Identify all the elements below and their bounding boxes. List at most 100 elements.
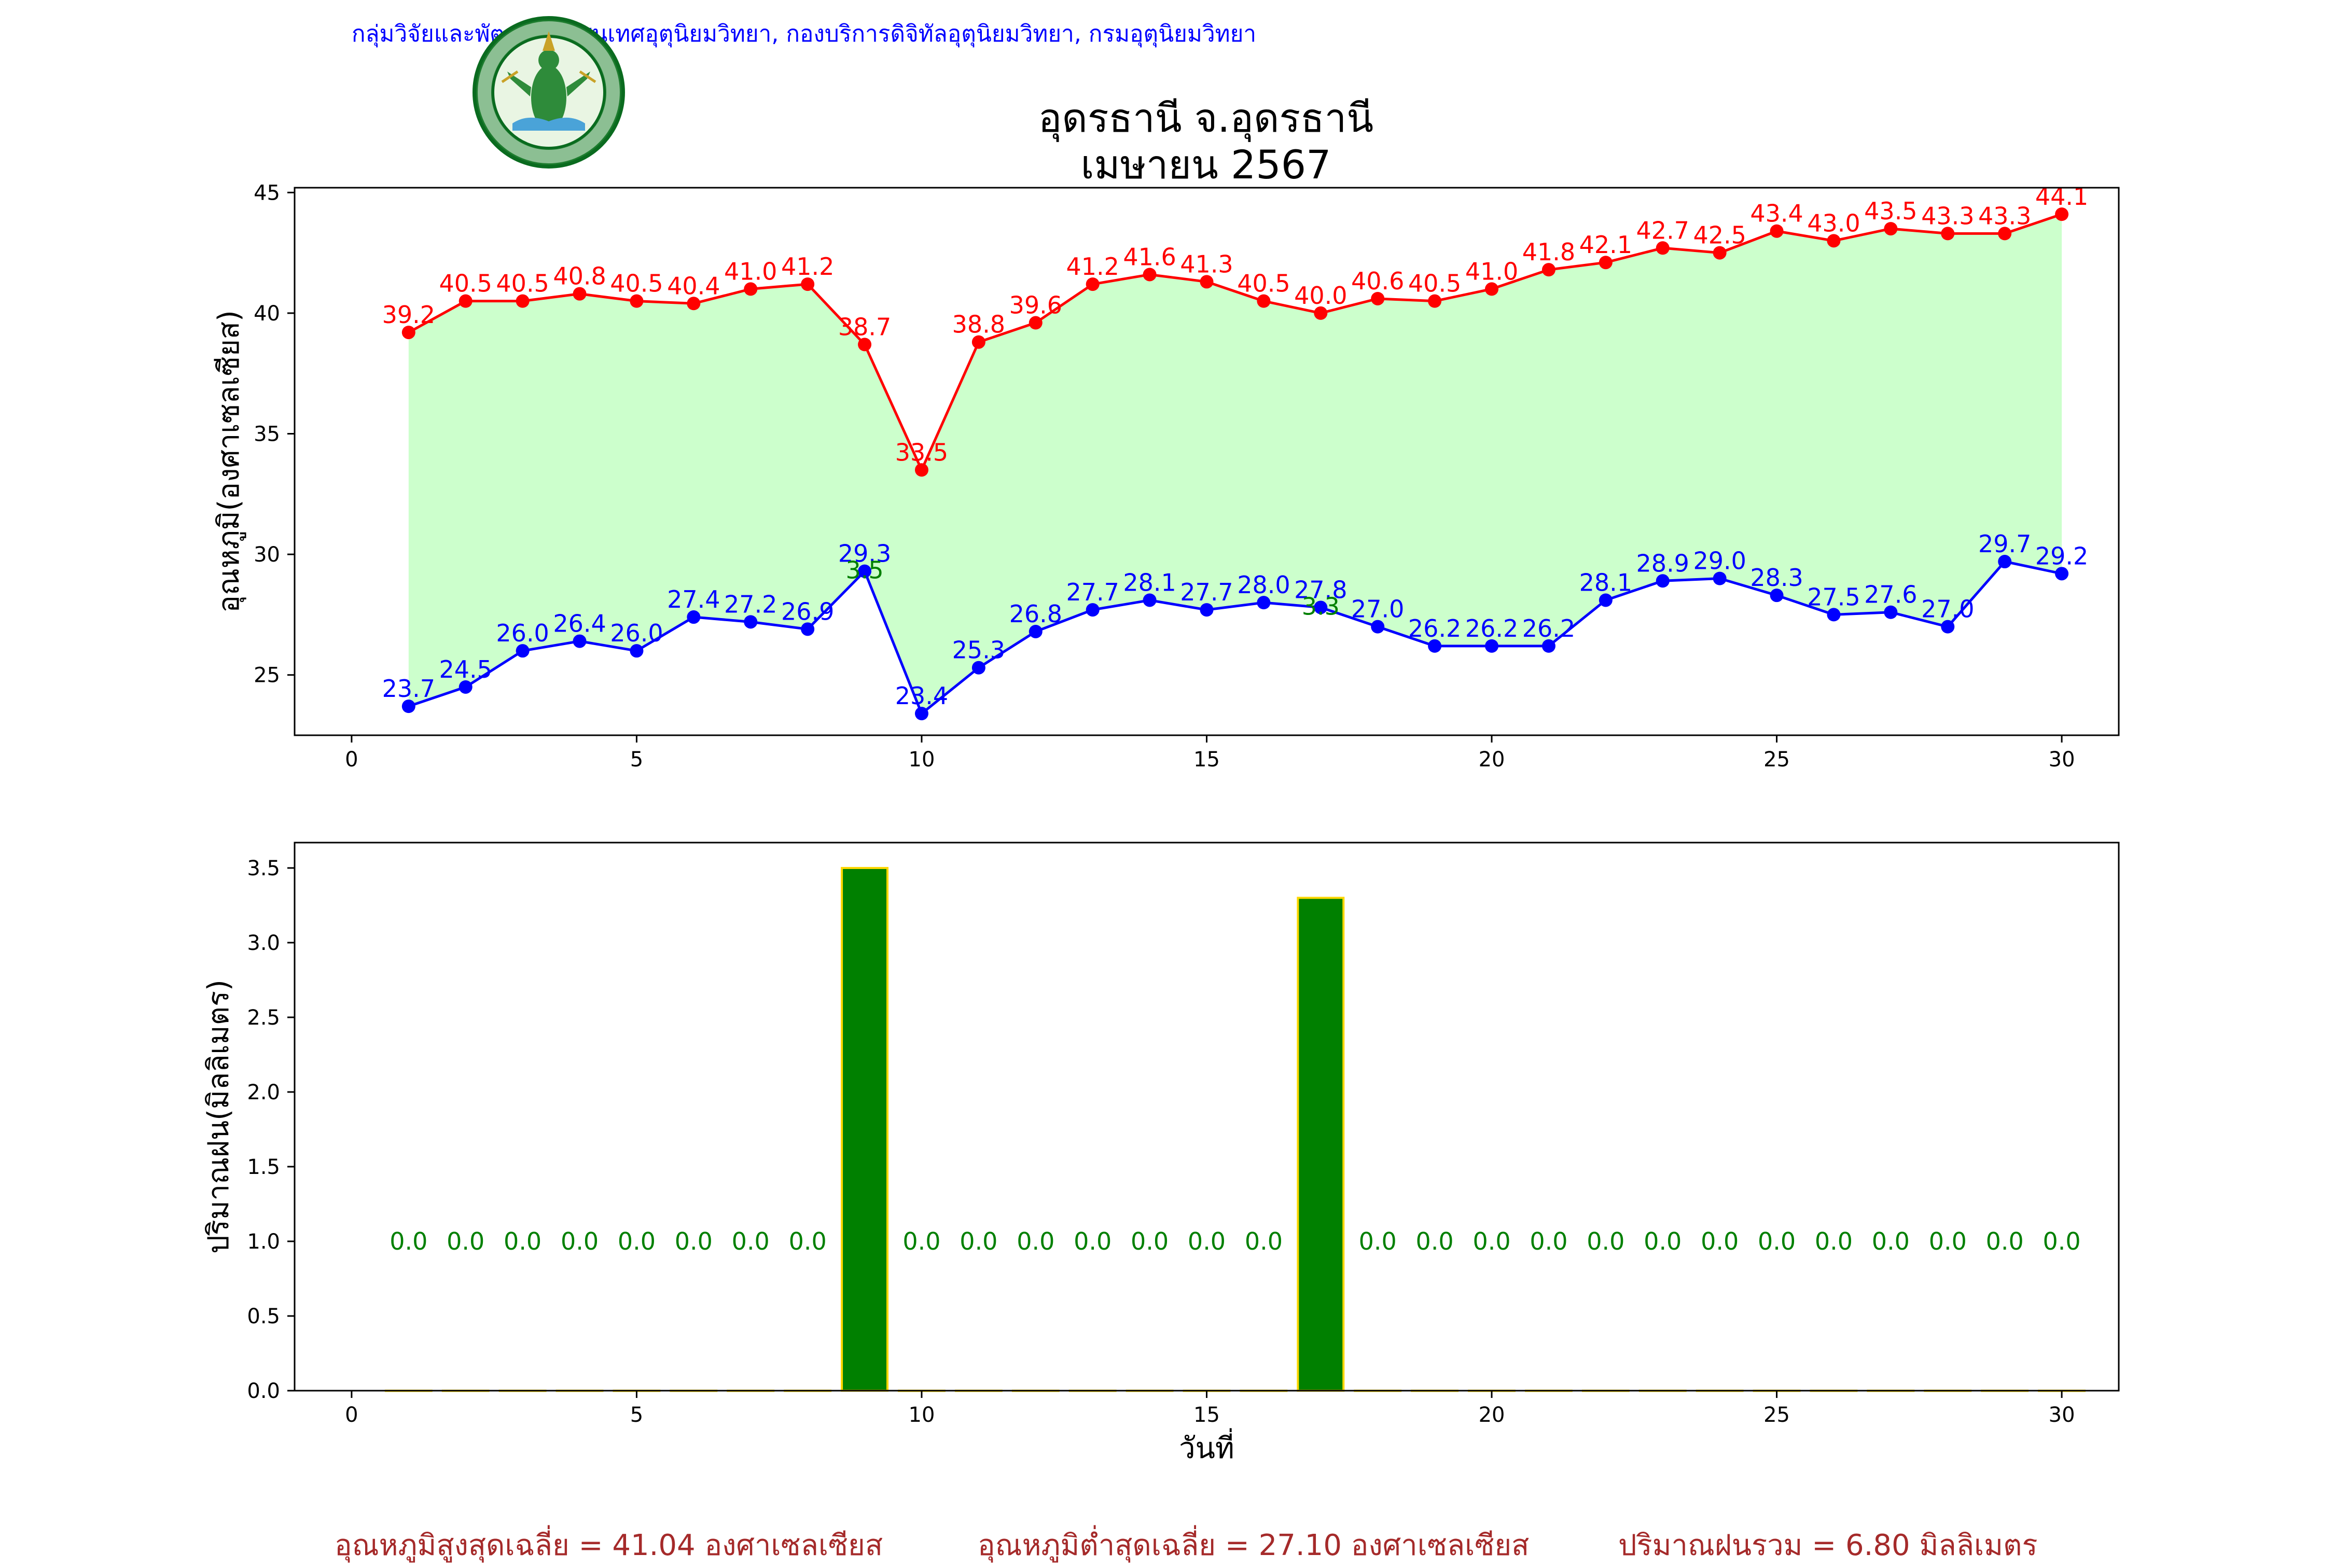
min-temp-point [1485, 639, 1499, 653]
min-temp-point [858, 564, 872, 578]
max-temp-point [1029, 316, 1043, 330]
max-temp-point [1827, 234, 1841, 248]
y-tick-label: 0.0 [247, 1379, 280, 1403]
x-tick-label: 20 [1479, 1403, 1505, 1427]
min-temp-point [401, 699, 415, 713]
min-temp-point [801, 622, 815, 636]
x-tick-label: 0 [345, 748, 358, 772]
min-temp-point [1143, 593, 1157, 607]
min-temp-label: 29.2 [2035, 542, 2088, 570]
max-temp-label: 43.5 [1864, 197, 1917, 225]
y-tick-label: 1.0 [247, 1230, 280, 1254]
max-temp-point [1314, 306, 1328, 320]
max-temp-point [1257, 294, 1271, 308]
min-temp-label: 26.9 [781, 597, 834, 625]
rain-value-label: 0.0 [1986, 1227, 2024, 1255]
min-temp-point [971, 661, 985, 675]
max-temp-point [1656, 241, 1670, 255]
rain-value-label: 0.0 [1074, 1227, 1112, 1255]
max-temp-label: 40.5 [439, 270, 492, 298]
max-temp-point [1599, 256, 1613, 270]
max-temp-label: 41.2 [781, 253, 834, 281]
x-axis-label: วันที่ [1179, 1428, 1234, 1465]
min-temp-point [1599, 593, 1613, 607]
min-temp-point [1314, 600, 1328, 614]
min-temp-label: 27.7 [1066, 578, 1119, 606]
min-temp-label: 25.3 [952, 636, 1005, 664]
max-temp-label: 42.5 [1693, 221, 1746, 249]
max-temp-label: 38.8 [952, 311, 1005, 339]
min-temp-point [1884, 605, 1898, 619]
rain-value-label: 0.0 [618, 1227, 656, 1255]
min-temp-label: 26.4 [553, 610, 606, 638]
max-temp-point [858, 338, 872, 352]
rain-value-label: 0.0 [1245, 1227, 1283, 1255]
y-axis-label: ปริมาณฝน(มิลลิเมตร) [202, 979, 235, 1254]
rain-value-label: 0.0 [1530, 1227, 1567, 1255]
rain-value-label: 0.0 [1758, 1227, 1796, 1255]
min-temp-point [914, 707, 928, 721]
rain-value-label: 0.0 [1188, 1227, 1226, 1255]
max-temp-label: 40.5 [610, 270, 663, 298]
x-tick-label: 20 [1479, 748, 1505, 772]
y-tick-label: 2.5 [247, 1006, 280, 1030]
max-temp-label: 41.6 [1123, 243, 1176, 271]
max-temp-point [1371, 291, 1385, 305]
x-tick-label: 25 [1763, 748, 1790, 772]
min-temp-label: 26.2 [1522, 614, 1575, 642]
max-temp-label: 38.7 [838, 313, 891, 341]
y-tick-label: 25 [254, 664, 280, 688]
max-temp-label: 33.5 [895, 438, 948, 466]
max-temp-label: 39.2 [382, 301, 435, 329]
rain-annotation-label: 3.3 [1302, 592, 1340, 620]
rain-bar [841, 866, 889, 1392]
max-temp-point [1941, 227, 1955, 241]
min-temp-point [687, 610, 701, 624]
min-temp-label: 27.5 [1807, 583, 1860, 611]
max-temp-point [1770, 224, 1784, 238]
rain-value-label: 0.0 [504, 1227, 541, 1255]
min-temp-point [1941, 620, 1955, 634]
min-temp-label: 24.5 [439, 655, 492, 683]
rain-value-label: 0.0 [561, 1227, 599, 1255]
total-rain-summary: ปริมาณฝนรวม = 6.80 มิลลิเมตร [1618, 1529, 2038, 1562]
rain-value-label: 0.0 [1587, 1227, 1624, 1255]
min-temp-label: 29.3 [838, 540, 891, 568]
rain-value-label: 0.0 [1644, 1227, 1682, 1255]
max-temp-point [401, 326, 415, 340]
min-temp-point [1371, 620, 1385, 634]
rain-value-label: 0.0 [1131, 1227, 1169, 1255]
max-temp-point [1200, 275, 1214, 289]
rain-value-label: 0.0 [2043, 1227, 2081, 1255]
max-temp-point [459, 294, 473, 308]
max-temp-label: 44.1 [2035, 183, 2088, 211]
rain-value-label: 0.0 [675, 1227, 713, 1255]
max-temp-label: 41.0 [724, 257, 777, 285]
min-temp-point [1827, 608, 1841, 622]
max-temp-point [516, 294, 530, 308]
min-temp-point [459, 680, 473, 694]
min-temp-label: 27.0 [1351, 595, 1404, 623]
min-temp-point [1998, 555, 2012, 569]
max-temp-point [744, 282, 758, 296]
x-tick-label: 25 [1763, 1403, 1790, 1427]
min-temp-label: 27.6 [1864, 581, 1917, 609]
max-temp-point [1086, 277, 1100, 291]
max-temp-label: 39.6 [1009, 291, 1062, 319]
rain-value-label: 0.0 [1929, 1227, 1967, 1255]
min-temp-label: 28.1 [1123, 568, 1176, 596]
max-temp-point [630, 294, 644, 308]
x-tick-label: 15 [1193, 748, 1220, 772]
min-temp-label: 28.0 [1237, 571, 1290, 599]
rain-value-label: 0.0 [1872, 1227, 1910, 1255]
min-temp-label: 26.2 [1408, 614, 1461, 642]
max-temp-label: 41.3 [1180, 250, 1233, 278]
max-temp-label: 40.6 [1351, 267, 1404, 295]
max-temp-label: 40.0 [1294, 282, 1347, 310]
rain-value-label: 0.0 [1416, 1227, 1454, 1255]
y-tick-label: 45 [254, 181, 280, 205]
y-tick-label: 40 [254, 302, 280, 326]
x-tick-label: 0 [345, 1403, 358, 1427]
max-temp-line [408, 213, 2062, 473]
